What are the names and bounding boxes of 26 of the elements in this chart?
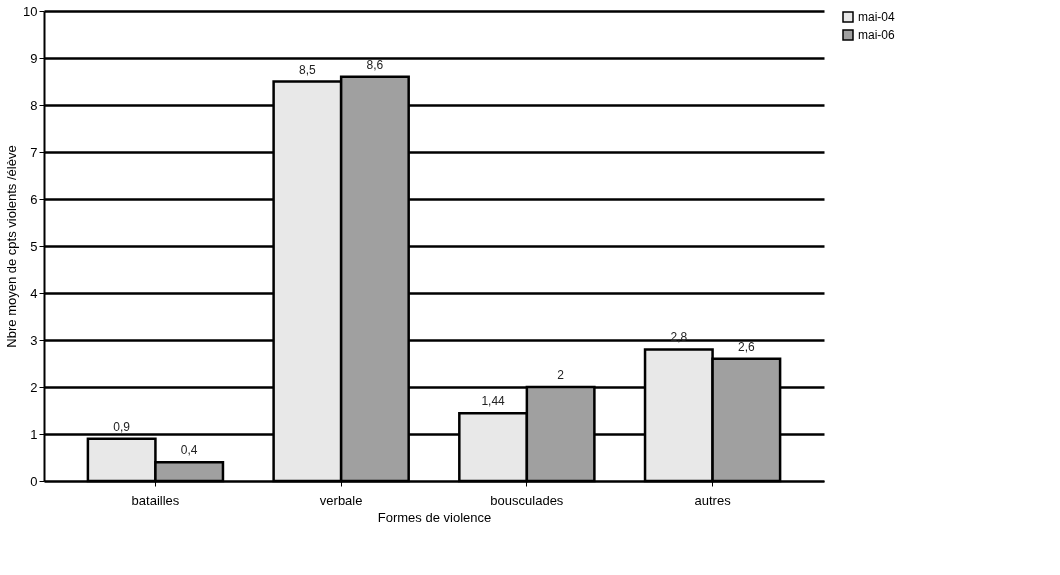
x-axis-title: Formes de violence	[377, 509, 492, 525]
data-label: 8,6	[366, 57, 384, 72]
data-label: 8,5	[299, 62, 317, 77]
data-label: 0,4	[180, 443, 198, 458]
data-label: 2	[557, 368, 565, 382]
x-tick-label: autres	[694, 492, 732, 508]
y-tick-label: 1	[30, 426, 38, 442]
y-tick-label: 5	[30, 238, 38, 254]
data-label: 2,6	[737, 339, 755, 354]
x-tick-label: bousculades	[490, 492, 564, 508]
y-tick-label: 10	[23, 3, 38, 19]
y-tick-label: 4	[30, 285, 38, 301]
data-label: 1,44	[481, 394, 506, 409]
y-tick-label: 8	[30, 97, 38, 113]
y-tick-label: 3	[30, 332, 38, 348]
y-tick-label: 0	[30, 473, 38, 489]
y-tick-label: 9	[30, 50, 38, 66]
x-tick-label: verbale	[319, 492, 363, 508]
x-tick-label: batailles	[131, 492, 180, 508]
legend-label: mai-04	[858, 10, 896, 24]
data-label: 0,9	[113, 419, 131, 434]
legend-label: mai-06	[858, 28, 896, 42]
y-tick-label: 6	[30, 191, 38, 207]
y-tick-label: 7	[30, 144, 38, 160]
y-axis-title: Nbre moyen de cpts violents /élève	[4, 145, 20, 348]
y-tick-label: 2	[30, 379, 38, 395]
